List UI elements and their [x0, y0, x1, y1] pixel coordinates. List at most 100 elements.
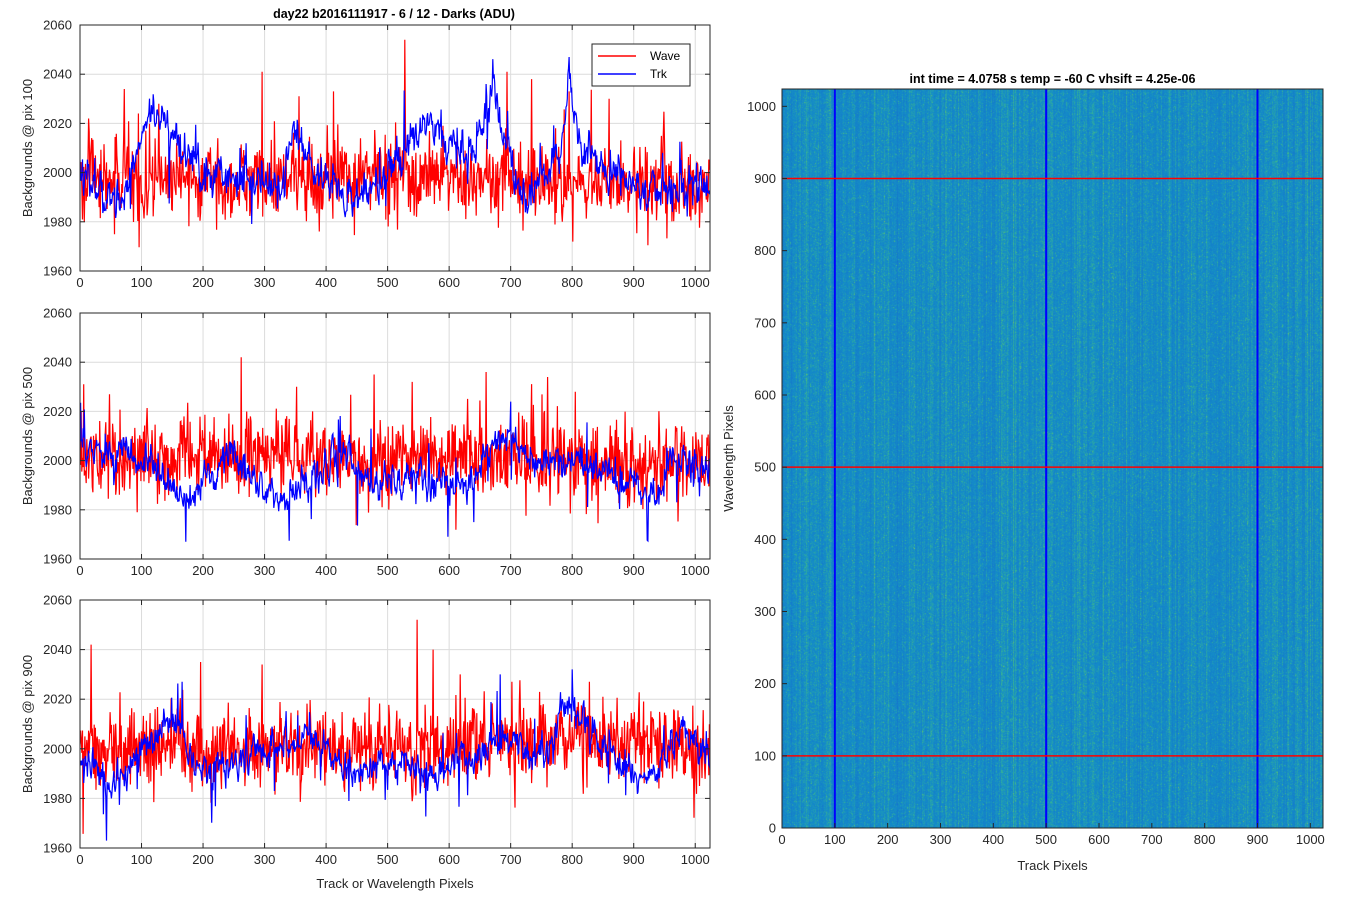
y-axis-label: Backgrounds @ pix 500 [20, 367, 35, 505]
y-tick-label: 2060 [43, 18, 72, 33]
x-axis-label: Track Pixels [1017, 858, 1088, 873]
x-tick-label: 1000 [681, 852, 710, 867]
y-tick-label: 100 [754, 748, 776, 763]
x-tick-label: 500 [377, 563, 399, 578]
y-axis-label: Backgrounds @ pix 900 [20, 655, 35, 793]
x-tick-label: 1000 [681, 563, 710, 578]
x-tick-label: 700 [500, 852, 522, 867]
x-tick-label: 100 [131, 275, 153, 290]
x-tick-label: 700 [1141, 832, 1163, 847]
series-line-trk [80, 669, 710, 841]
y-tick-label: 2060 [43, 306, 72, 321]
line-panel-pix-100: 0 100 200 300 400 500 600 700 800 900 1000 1960 1980… [20, 18, 711, 290]
x-tick-label: 1000 [681, 275, 710, 290]
x-tick-label: 800 [561, 852, 583, 867]
x-tick-label: 700 [500, 563, 522, 578]
y-tick-label: 2020 [43, 404, 72, 419]
x-tick-label: 300 [254, 563, 276, 578]
x-tick-label: 900 [623, 852, 645, 867]
x-tick-label: 800 [561, 275, 583, 290]
figure-title: day22 b2016111917 - 6 / 12 - Darks (ADU) [273, 7, 515, 21]
x-tick-label: 500 [1035, 832, 1057, 847]
x-tick-label: 900 [623, 563, 645, 578]
y-tick-label: 1960 [43, 841, 72, 856]
heatmap-title: int time = 4.0758 s temp = -60 C vhsift … [910, 72, 1196, 86]
x-axis-label: Track or Wavelength Pixels [316, 876, 474, 891]
y-tick-label: 2020 [43, 692, 72, 707]
x-tick-label: 100 [824, 832, 846, 847]
y-tick-label: 0 [769, 821, 776, 836]
y-tick-label: 400 [754, 532, 776, 547]
legend-box [591, 43, 691, 87]
x-tick-label: 500 [377, 275, 399, 290]
y-tick-label: 2040 [43, 642, 72, 657]
y-tick-label: 1960 [43, 552, 72, 567]
axes-box [79, 312, 711, 560]
legend-label-wave: Wave [650, 49, 681, 63]
axes-box [79, 24, 711, 272]
x-tick-label: 1000 [1296, 832, 1325, 847]
x-tick-label: 300 [254, 852, 276, 867]
x-tick-label: 900 [623, 275, 645, 290]
x-tick-label: 0 [778, 832, 785, 847]
y-tick-label: 900 [754, 171, 776, 186]
x-tick-label: 0 [76, 563, 83, 578]
x-tick-label: 400 [982, 832, 1004, 847]
y-axis-label: Backgrounds @ pix 100 [20, 79, 35, 217]
heatmap-canvas [782, 89, 1323, 828]
y-tick-label: 2040 [43, 355, 72, 370]
x-tick-label: 600 [438, 275, 460, 290]
series-line-trk [80, 56, 710, 225]
y-tick-label: 2040 [43, 67, 72, 82]
y-tick-label: 1000 [747, 99, 776, 114]
axes-box [79, 599, 711, 849]
axes-box [781, 88, 1324, 829]
x-tick-label: 700 [500, 275, 522, 290]
y-tick-label: 2000 [43, 453, 72, 468]
y-tick-label: 1980 [43, 502, 72, 517]
x-tick-label: 600 [438, 563, 460, 578]
y-axis-label: Wavelength Pixels [721, 405, 736, 512]
y-tick-label: 1980 [43, 214, 72, 229]
x-tick-label: 200 [877, 832, 899, 847]
y-tick-label: 300 [754, 604, 776, 619]
y-tick-label: 1980 [43, 791, 72, 806]
x-tick-label: 100 [131, 563, 153, 578]
x-tick-label: 400 [315, 852, 337, 867]
y-tick-label: 600 [754, 387, 776, 402]
heatmap-image [782, 89, 1323, 828]
x-tick-label: 800 [1194, 832, 1216, 847]
x-tick-label: 300 [930, 832, 952, 847]
y-tick-label: 2060 [43, 593, 72, 608]
x-tick-label: 0 [76, 275, 83, 290]
x-tick-label: 600 [438, 852, 460, 867]
y-tick-label: 200 [754, 676, 776, 691]
x-tick-label: 200 [192, 563, 214, 578]
x-tick-label: 900 [1247, 832, 1269, 847]
y-tick-label: 2000 [43, 741, 72, 756]
y-tick-label: 800 [754, 243, 776, 258]
legend: Wave Trk [591, 43, 691, 87]
x-tick-label: 100 [131, 852, 153, 867]
line-panel-pix-900: 0 100 200 300 400 500 600 700 800 900 1000 1960 1980… [20, 593, 711, 891]
series-line-trk [80, 401, 710, 543]
x-tick-label: 500 [377, 852, 399, 867]
x-tick-label: 800 [561, 563, 583, 578]
x-tick-label: 400 [315, 563, 337, 578]
x-tick-label: 600 [1088, 832, 1110, 847]
y-tick-label: 1960 [43, 264, 72, 279]
heatmap-panel: int time = 4.0758 s temp = -60 C vhsift … [721, 72, 1325, 873]
x-tick-label: 400 [315, 275, 337, 290]
series-line-wave [80, 39, 710, 248]
x-tick-label: 300 [254, 275, 276, 290]
x-tick-label: 200 [192, 275, 214, 290]
y-tick-label: 500 [754, 460, 776, 475]
line-panel-pix-500: 0 100 200 300 400 500 600 700 800 900 1000 1960 1980… [20, 306, 711, 578]
x-tick-label: 0 [76, 852, 83, 867]
legend-label-trk: Trk [650, 67, 668, 81]
y-tick-label: 2020 [43, 116, 72, 131]
x-tick-label: 200 [192, 852, 214, 867]
y-tick-label: 700 [754, 315, 776, 330]
y-tick-label: 2000 [43, 165, 72, 180]
